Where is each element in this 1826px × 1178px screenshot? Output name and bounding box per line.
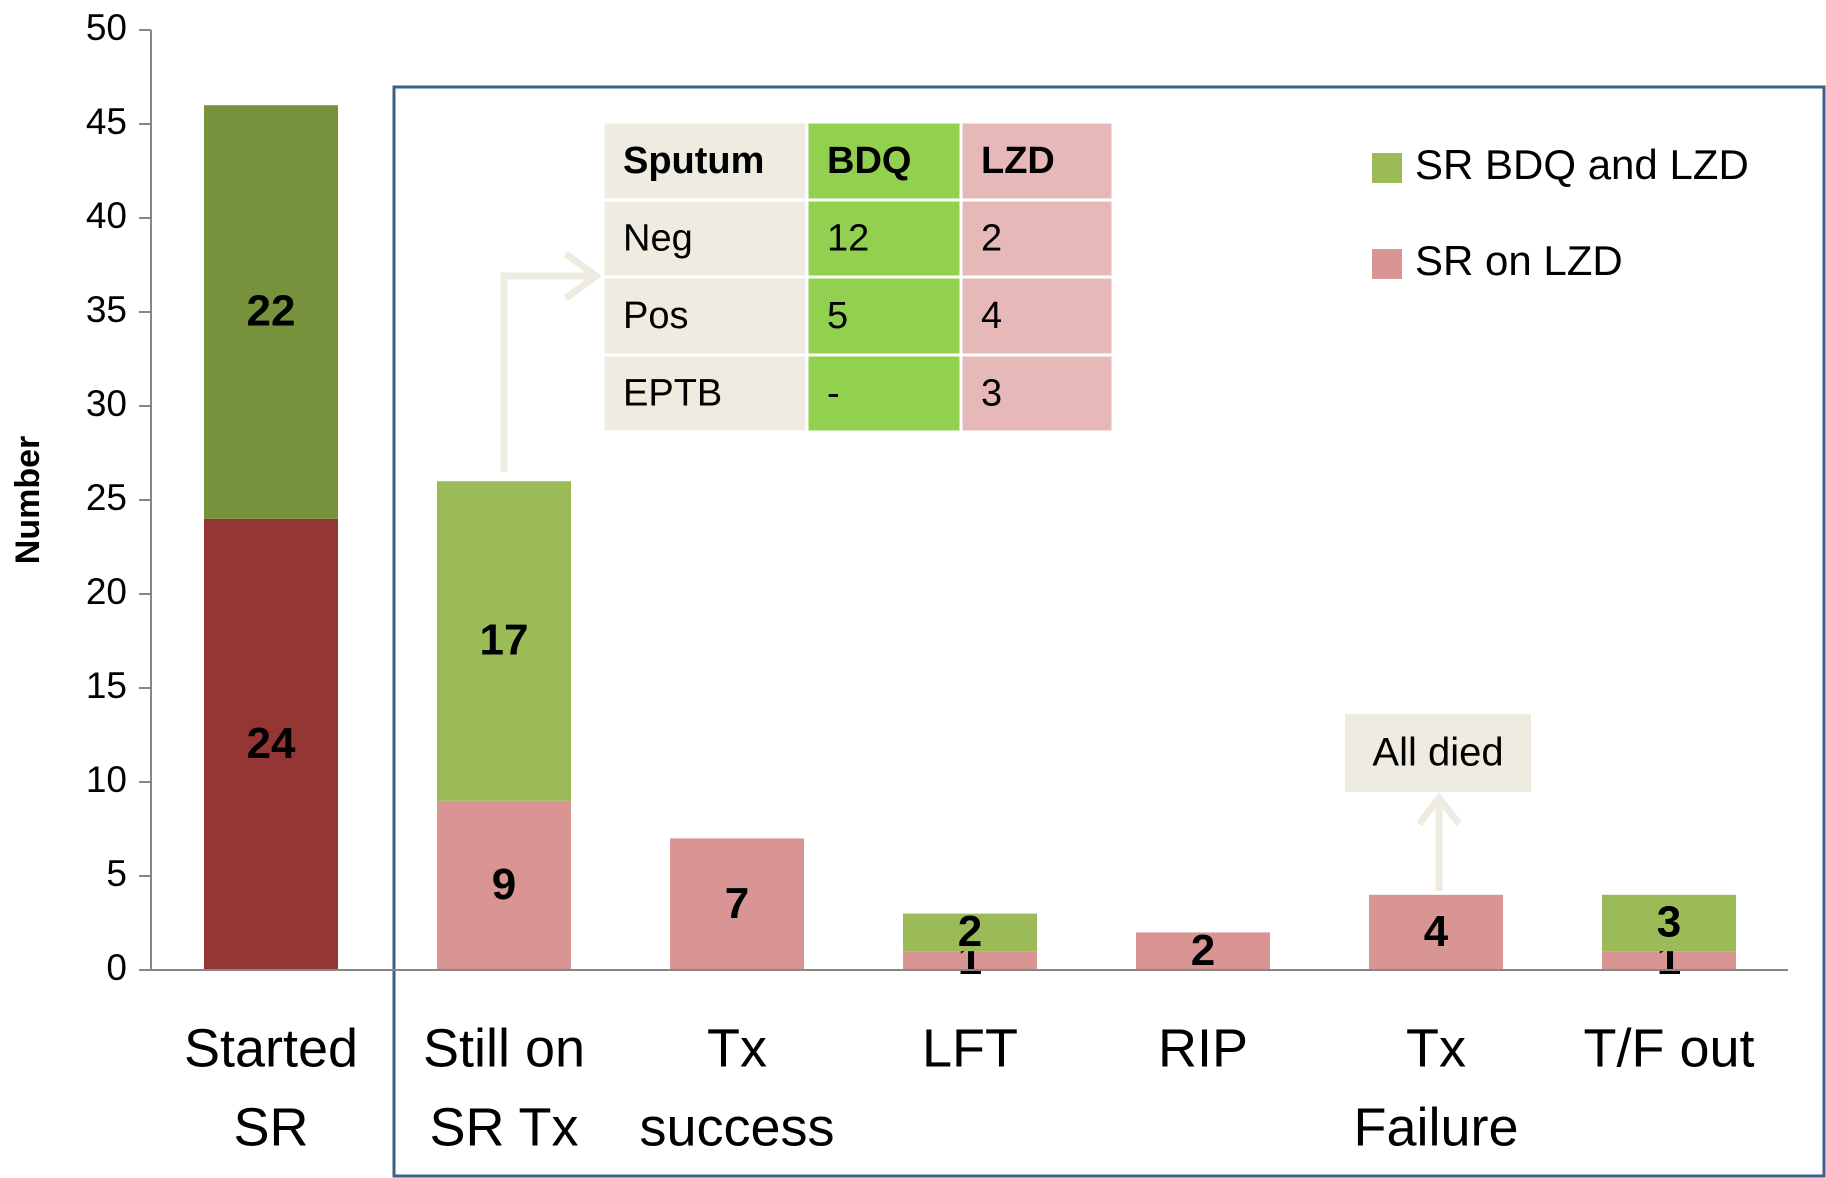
y-tick-label: 45 (86, 101, 127, 142)
y-tick-label: 30 (86, 383, 127, 424)
table-cell (601, 353, 809, 434)
y-tick-label: 0 (106, 947, 127, 988)
legend-label: SR BDQ and LZD (1415, 141, 1749, 188)
y-tick-label: 20 (86, 571, 127, 612)
y-tick-label: 25 (86, 477, 127, 518)
data-label: 4 (1424, 907, 1449, 956)
table-text: 3 (981, 373, 1002, 415)
x-tick-label: Tx (1406, 1018, 1466, 1078)
table-text: 5 (827, 295, 848, 337)
bar-segment (437, 481, 571, 801)
annotation: All died (1372, 731, 1503, 775)
table-text: EPTB (623, 373, 722, 415)
table-cell (805, 353, 963, 434)
table-cell (805, 120, 963, 202)
legend-label: SR on LZD (1415, 237, 1623, 284)
table-cell (601, 275, 809, 357)
bar-segment (903, 951, 1037, 970)
table-text: 2 (981, 218, 1002, 260)
y-tick-label: 50 (86, 7, 127, 48)
table-text: Neg (623, 218, 693, 260)
table-cell (805, 275, 963, 357)
bar-segment (1369, 894, 1503, 970)
table-cell (959, 198, 1115, 279)
data-label: 2 (1191, 926, 1215, 975)
table-cell (959, 353, 1115, 434)
table-text: Pos (623, 295, 688, 337)
x-tick-label: success (639, 1097, 834, 1157)
table-cell (959, 275, 1115, 357)
x-tick-label: Still on (423, 1018, 585, 1078)
table-header: LZD (981, 140, 1055, 182)
data-label: 22 (247, 287, 296, 336)
x-tick-label: Tx (707, 1018, 767, 1078)
y-tick-label: 5 (106, 853, 127, 894)
x-tick-label: Failure (1353, 1097, 1518, 1157)
frame (392, 85, 1826, 1178)
table-header: BDQ (827, 140, 911, 182)
y-tick-label: 15 (86, 665, 127, 706)
data-label: 7 (725, 879, 749, 928)
x-tick-label: RIP (1158, 1018, 1248, 1078)
legend-swatch (1372, 153, 1402, 183)
data-label: 3 (1657, 898, 1681, 947)
data-label: 2 (958, 907, 982, 956)
arrow (500, 272, 596, 472)
bar-segment (437, 800, 571, 970)
annotation-box (1345, 714, 1531, 792)
bar-segment (204, 518, 338, 970)
table-cell (601, 120, 809, 202)
inset-table: Sputum BDQ LZD Neg 12 2 Pos 5 4 EPTB - 3 (601, 120, 1115, 434)
arrow-head (1416, 792, 1462, 827)
y-tick-label: 40 (86, 195, 127, 236)
arrow-head (563, 251, 602, 301)
table-text: - (827, 373, 840, 415)
data-label: 24 (247, 719, 296, 768)
table-text: 4 (981, 295, 1002, 337)
bar-segment (903, 913, 1037, 952)
bar-segment (1602, 951, 1736, 970)
y-tick-label: 10 (86, 759, 127, 800)
y-tick-label: 35 (86, 289, 127, 330)
x-tick-label: LFT (922, 1018, 1018, 1078)
bar-segment (204, 105, 338, 519)
table-text: 12 (827, 218, 869, 260)
y-axis-label: Number (9, 436, 47, 564)
bar-segment (1136, 932, 1270, 970)
x-tick-label: SR (233, 1097, 308, 1157)
x-tick-label: T/F out (1583, 1018, 1754, 1078)
data-label: 9 (492, 860, 516, 909)
bar-segment (670, 838, 804, 970)
x-tick-label: SR Tx (429, 1097, 578, 1157)
bar-segment (1602, 894, 1736, 952)
data-label: 17 (480, 616, 529, 665)
x-tick-label: Started (184, 1018, 358, 1078)
table-header: Sputum (623, 140, 764, 182)
legend-swatch (1372, 249, 1402, 279)
